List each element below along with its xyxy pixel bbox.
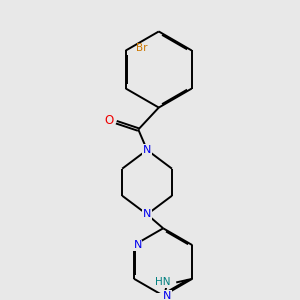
Text: N: N xyxy=(143,209,151,219)
Text: Br: Br xyxy=(136,43,148,53)
Text: N: N xyxy=(143,145,151,155)
Text: N: N xyxy=(134,240,142,250)
Text: O: O xyxy=(104,114,114,127)
Text: HN: HN xyxy=(155,278,170,287)
Text: N: N xyxy=(163,291,171,300)
